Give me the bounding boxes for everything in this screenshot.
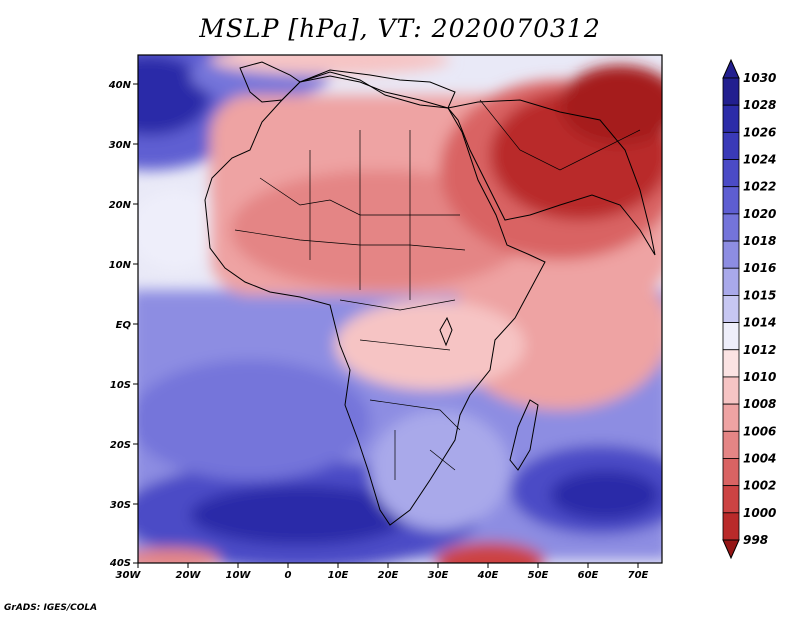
colorbar-label: 1030	[743, 71, 776, 85]
colorbar-label: 1028	[743, 98, 776, 112]
colorbar-label: 1004	[743, 451, 776, 465]
colorbar-swatch	[722, 430, 740, 459]
colorbar-swatch	[722, 186, 740, 215]
lat-label: 10S	[110, 380, 131, 391]
colorbar-label: 1012	[743, 343, 776, 357]
lon-label: 40E	[477, 570, 499, 581]
colorbar-label: 1018	[743, 234, 776, 248]
lat-label: 20N	[109, 200, 132, 211]
axis-ticks	[133, 83, 639, 568]
pressure-field	[138, 55, 662, 563]
plot-frame	[137, 54, 663, 564]
lon-label: 30E	[428, 570, 449, 581]
lat-label: 10N	[109, 260, 132, 271]
lat-axis: 40N 30N 20N 10N EQ 10S 20S 30S 40S	[108, 80, 132, 569]
lon-label: 70E	[628, 570, 649, 581]
lat-label: EQ	[116, 320, 132, 331]
lat-label: 40S	[109, 558, 131, 569]
colorbar-swatch	[722, 349, 740, 378]
lon-label: 30W	[116, 570, 142, 581]
colorbar-label: 1002	[743, 479, 776, 493]
colorbar-swatch	[722, 77, 740, 106]
colorbar-swatch	[722, 322, 740, 351]
lat-label: 30S	[110, 500, 131, 511]
colorbar-swatch	[722, 159, 740, 188]
lat-label: 20S	[110, 440, 131, 451]
colorbar-cap-bottom	[722, 539, 740, 560]
country-borders	[234, 99, 641, 480]
colorbar-label: 1008	[743, 397, 776, 411]
colorbar-label: 1020	[743, 207, 776, 221]
colorbar-label: 1010	[743, 370, 776, 384]
lon-label: 20W	[176, 570, 202, 581]
map-title: MSLP [hPa], VT: 2020070312	[199, 14, 601, 43]
colorbar-swatch	[722, 458, 740, 487]
colorbar-label: 1015	[743, 288, 776, 302]
colorbar-swatch	[722, 512, 740, 541]
lat-label: 30N	[109, 140, 132, 151]
colorbar-label: 1014	[743, 316, 776, 330]
colorbar-label: 1006	[743, 424, 776, 438]
colorbar-swatch	[722, 295, 740, 323]
colorbar-label: 1024	[743, 153, 776, 167]
colorbar-label: 1000	[743, 506, 776, 520]
lon-label: 10W	[226, 570, 252, 581]
colorbar: 1030 1028 1026 1024 1022 1020 1018 1016 1015 1014…	[722, 58, 776, 560]
colorbar-swatch	[722, 403, 740, 432]
colorbar-swatch	[722, 240, 740, 269]
colorbar-swatch	[722, 376, 740, 405]
credit-text: GrADS: IGES/COLA	[4, 603, 98, 613]
colorbar-label: 1022	[743, 180, 776, 194]
lon-label: 0	[285, 570, 292, 581]
lat-label: 40N	[108, 80, 132, 91]
colorbar-swatch	[722, 104, 740, 133]
colorbar-label: 998	[743, 533, 768, 547]
lon-axis: 30W 20W 10W 0 10E 20E 30E 40E 50E 60E 70…	[116, 570, 649, 581]
colorbar-label: 1026	[743, 125, 776, 139]
colorbar-swatch	[722, 213, 740, 242]
lon-label: 20E	[378, 570, 399, 581]
lon-label: 10E	[328, 570, 349, 581]
lon-label: 60E	[578, 570, 599, 581]
colorbar-swatch	[722, 485, 740, 514]
colorbar-label: 1016	[743, 261, 776, 275]
colorbar-swatch	[722, 131, 740, 160]
lon-label: 50E	[528, 570, 549, 581]
coastlines	[204, 61, 656, 526]
colorbar-swatch	[722, 267, 740, 296]
colorbar-cap-top	[722, 58, 740, 79]
